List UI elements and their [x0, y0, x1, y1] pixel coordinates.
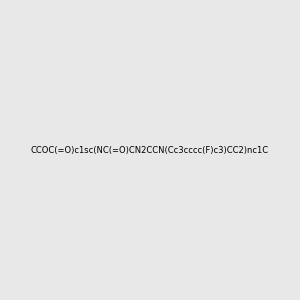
Text: CCOC(=O)c1sc(NC(=O)CN2CCN(Cc3cccc(F)c3)CC2)nc1C: CCOC(=O)c1sc(NC(=O)CN2CCN(Cc3cccc(F)c3)C…	[31, 146, 269, 154]
